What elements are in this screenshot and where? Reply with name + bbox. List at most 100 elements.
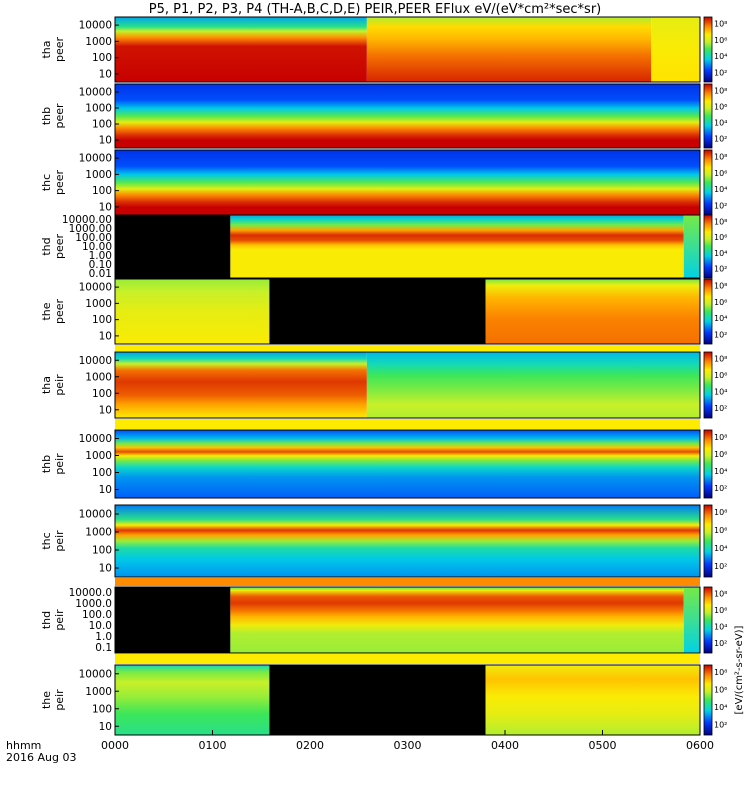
panel-label-probe: thc xyxy=(40,532,53,549)
panel-thb-peir: 10000 1000 100 10 thb peir 10² 10⁴ 10⁶ 10⁸ xyxy=(40,429,727,499)
panel-label-instrument: peir xyxy=(53,374,66,396)
spectrogram-segment xyxy=(269,279,486,344)
colorbar-tick-label: 10⁴ xyxy=(714,467,727,476)
y-tick-label: 10000 xyxy=(79,509,112,521)
colorbar-tick-label: 10² xyxy=(714,639,727,648)
colorbar xyxy=(703,83,713,149)
y-tick-label: 100 xyxy=(92,185,112,197)
colorbar-tick-label: 10⁶ xyxy=(714,686,727,695)
y-tick-label: 100 xyxy=(92,52,112,64)
colorbar xyxy=(703,504,713,578)
colorbar-tick-label: 10⁴ xyxy=(714,249,727,258)
colorbar-tick-label: 10⁶ xyxy=(714,606,727,615)
spectrogram-segment xyxy=(366,17,652,82)
y-tick-label: 1000.00 xyxy=(69,223,112,235)
y-tick-label: 1000 xyxy=(85,371,112,383)
y-tick-label: 0.10 xyxy=(89,259,112,271)
colorbar-tick-label: 10⁸ xyxy=(714,590,727,599)
colorbar xyxy=(703,214,713,279)
y-tick-label: 100 xyxy=(92,119,112,131)
colorbar xyxy=(703,278,713,345)
spectrogram-segment xyxy=(485,665,700,735)
panel-label-instrument: peer xyxy=(53,299,66,325)
colorbar-tick-label: 10² xyxy=(714,265,727,274)
y-tick-label: 10000 xyxy=(79,153,112,165)
y-tick-label: 100 xyxy=(92,314,112,326)
colorbar-tick-label: 10⁸ xyxy=(714,668,727,677)
colorbar-tick-label: 10⁴ xyxy=(714,623,727,632)
spectrogram-segment xyxy=(115,215,231,278)
spectrogram-segment xyxy=(115,587,231,653)
panel-tha-peer: 10000 1000 100 10 tha peer 10² 10⁴ 10⁶ 10⁸ xyxy=(40,16,727,83)
colorbar-tick-label: 10⁴ xyxy=(714,544,727,553)
y-tick-label: 10000 xyxy=(79,87,112,99)
panel-label-instrument: peir xyxy=(53,689,66,711)
colorbar-tick-label: 10² xyxy=(714,404,727,413)
panel-label-probe: thd xyxy=(40,611,53,629)
colorbar-tick-label: 10⁸ xyxy=(714,433,727,442)
colorbar-tick-label: 10⁸ xyxy=(714,153,727,162)
y-tick-label: 10 xyxy=(99,563,112,575)
colorbar-tick-label: 10⁸ xyxy=(714,20,727,29)
spectrogram-segment xyxy=(683,215,700,278)
panel-thc-peir: 10000 1000 100 10 thc peir 10² 10⁴ 10⁶ 10⁸ xyxy=(40,504,727,578)
x-axis-date: 2016 Aug 03 xyxy=(6,751,76,764)
colorbar-tick-label: 10⁶ xyxy=(714,102,727,111)
colorbar-tick-label: 10⁶ xyxy=(714,169,727,178)
colorbar-tick-label: 10⁸ xyxy=(714,282,727,291)
y-tick-label: 10000 xyxy=(79,20,112,32)
spectrogram-segment xyxy=(269,665,486,735)
y-tick-label: 100 xyxy=(92,388,112,400)
panel-thc-peer: 10000 1000 100 10 thc peer 10² 10⁴ 10⁶ 10⁸ xyxy=(40,149,727,216)
y-tick-label: 1.00 xyxy=(89,250,112,262)
fill-strip xyxy=(115,419,700,429)
panel-label-probe: thd xyxy=(40,237,53,255)
colorbar-label: [eV/(cm²-s-sr-eV)] xyxy=(734,625,745,714)
panel-label-instrument: peer xyxy=(53,234,66,260)
x-tick-label: 0600 xyxy=(686,739,714,752)
spectrogram-segment xyxy=(115,352,367,418)
panel-frame xyxy=(114,16,701,83)
y-tick-label: 0.01 xyxy=(89,268,112,280)
panel-label-probe: the xyxy=(40,691,53,709)
colorbar-tick-label: 10⁶ xyxy=(714,526,727,535)
y-tick-label: 10 xyxy=(99,201,112,213)
x-tick-label: 0500 xyxy=(589,739,617,752)
y-tick-label: 10 xyxy=(99,135,112,147)
panel-label-probe: thb xyxy=(40,455,53,473)
fill-strip xyxy=(115,345,700,351)
y-tick-label: 1.0 xyxy=(95,631,112,643)
fill-strip xyxy=(115,654,700,664)
colorbar-tick-label: 10⁶ xyxy=(714,371,727,380)
colorbar-tick-label: 10² xyxy=(714,134,727,143)
panel-label-instrument: peir xyxy=(53,453,66,475)
y-tick-label: 10000 xyxy=(79,668,112,680)
y-tick-label: 10000 xyxy=(79,282,112,294)
y-tick-label: 10.00 xyxy=(82,241,112,253)
fill-strip xyxy=(115,578,700,586)
y-tick-label: 10000.0 xyxy=(69,587,112,599)
colorbar-tick-label: 10² xyxy=(714,68,727,77)
y-tick-label: 1000 xyxy=(85,298,112,310)
y-tick-label: 0.1 xyxy=(95,642,112,654)
colorbar xyxy=(703,429,713,499)
panel-label-instrument: peer xyxy=(53,170,66,196)
spectrogram-segment xyxy=(230,215,684,278)
colorbar-tick-label: 10⁸ xyxy=(714,508,727,517)
x-tick-label: 0400 xyxy=(491,739,519,752)
spectrogram-segment xyxy=(683,587,700,653)
panel-label-probe: tha xyxy=(40,376,53,394)
spectrogram-segment xyxy=(115,17,367,82)
x-tick-label: 0100 xyxy=(199,739,227,752)
spectrogram-segment xyxy=(115,665,270,735)
panel-label-instrument: peer xyxy=(53,37,66,63)
y-tick-label: 1000 xyxy=(85,36,112,48)
colorbar xyxy=(703,16,713,83)
spectrogram-segment xyxy=(366,352,700,418)
y-tick-label: 1000.0 xyxy=(75,598,112,610)
panel-label-probe: thb xyxy=(40,107,53,125)
y-tick-label: 1000 xyxy=(85,103,112,115)
panel-tha-peir: 10000 1000 100 10 tha peir 10² 10⁴ 10⁶ 10⁸ xyxy=(40,351,727,419)
